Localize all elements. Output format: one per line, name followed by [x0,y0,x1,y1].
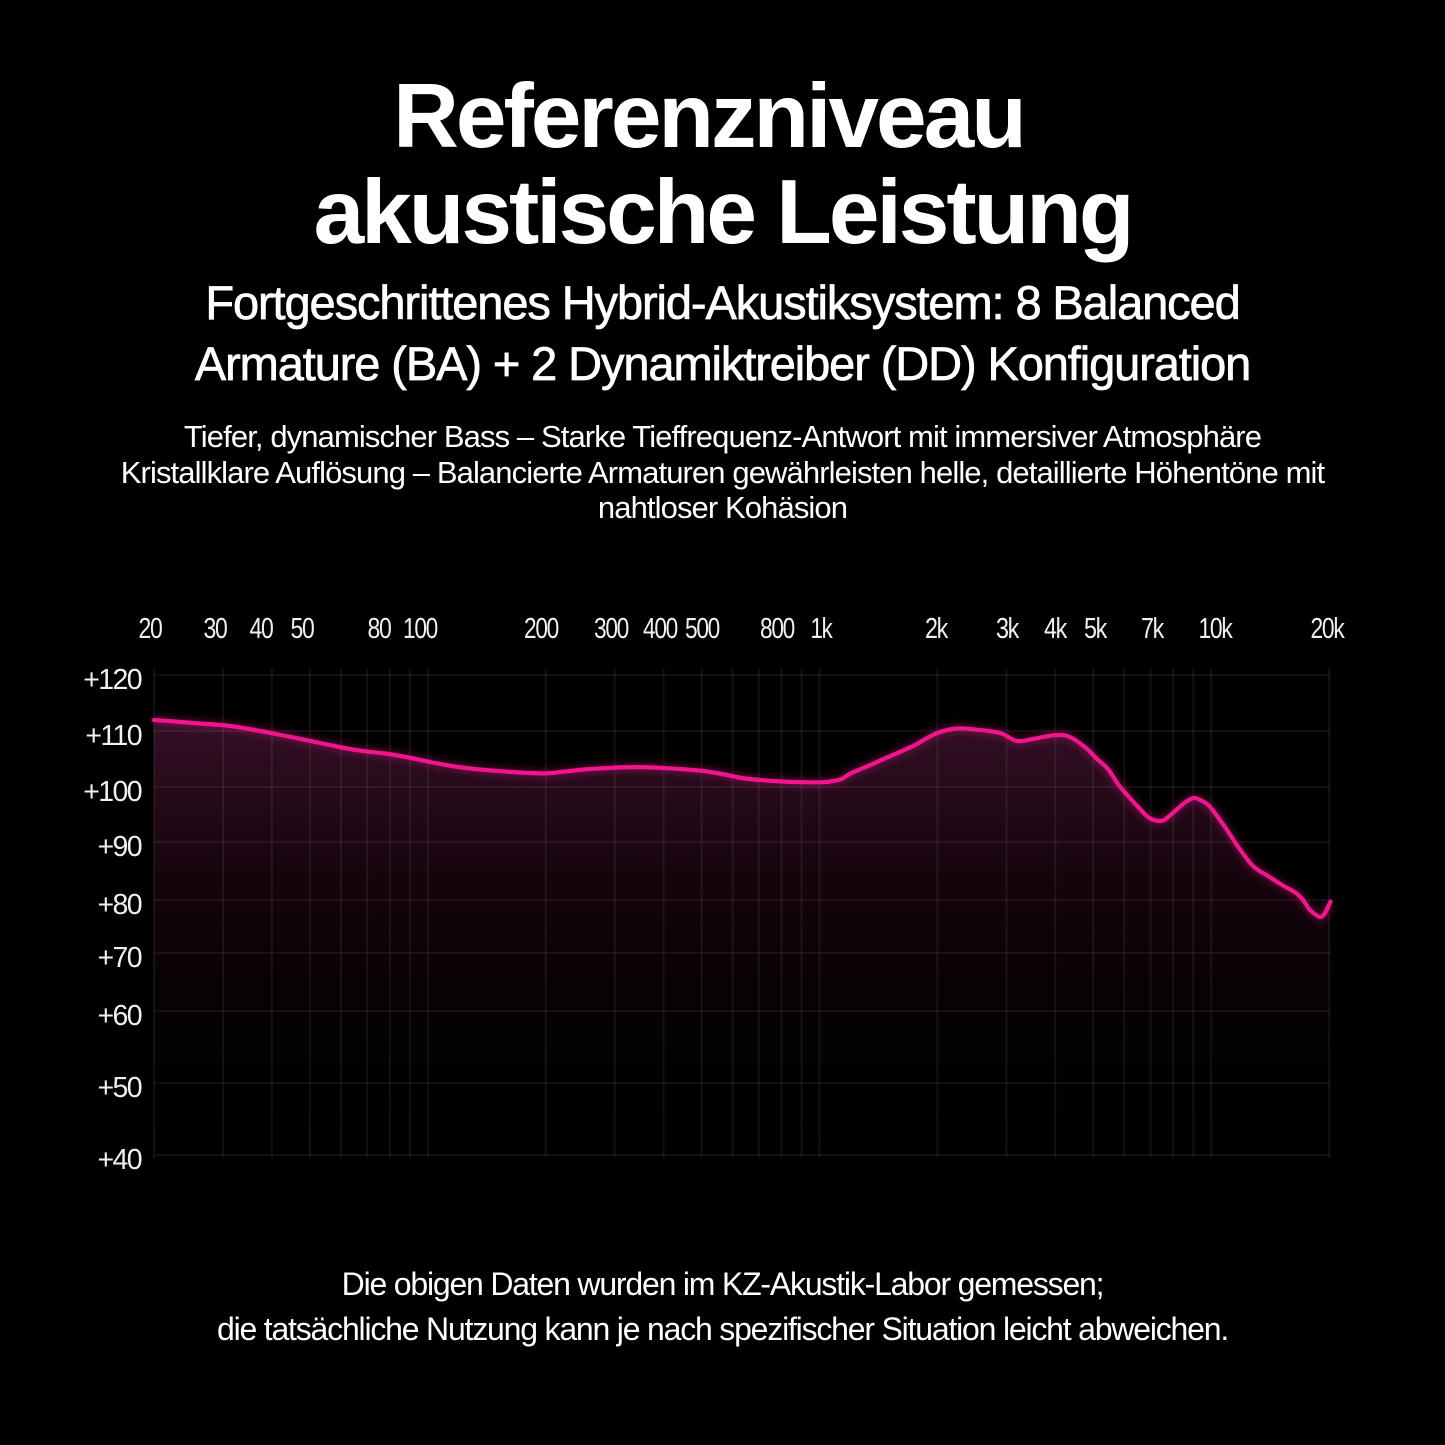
svg-text:800: 800 [760,613,795,645]
svg-text:20: 20 [139,613,163,645]
svg-text:+110: +110 [85,720,141,752]
svg-text:40: 40 [250,613,274,645]
svg-text:4k: 4k [1044,613,1068,645]
svg-text:10k: 10k [1199,613,1234,645]
svg-text:5k: 5k [1084,613,1108,645]
svg-text:300: 300 [594,613,629,645]
svg-text:400: 400 [643,613,678,645]
svg-text:7k: 7k [1141,613,1165,645]
svg-text:+120: +120 [83,664,142,696]
svg-text:+100: +100 [83,776,142,808]
svg-text:1k: 1k [811,613,834,645]
svg-text:+60: +60 [97,1000,141,1032]
svg-text:500: 500 [685,613,720,645]
svg-text:+80: +80 [97,889,141,921]
svg-text:50: 50 [291,613,315,645]
svg-text:200: 200 [524,613,559,645]
svg-text:+90: +90 [97,831,141,863]
svg-text:30: 30 [204,613,228,645]
svg-text:20k: 20k [1311,613,1346,645]
svg-text:2k: 2k [925,613,949,645]
svg-text:80: 80 [368,613,392,645]
svg-text:+40: +40 [97,1144,141,1176]
svg-text:3k: 3k [996,613,1020,645]
svg-text:+70: +70 [97,942,141,974]
svg-text:100: 100 [403,613,438,645]
svg-text:+50: +50 [97,1072,141,1104]
